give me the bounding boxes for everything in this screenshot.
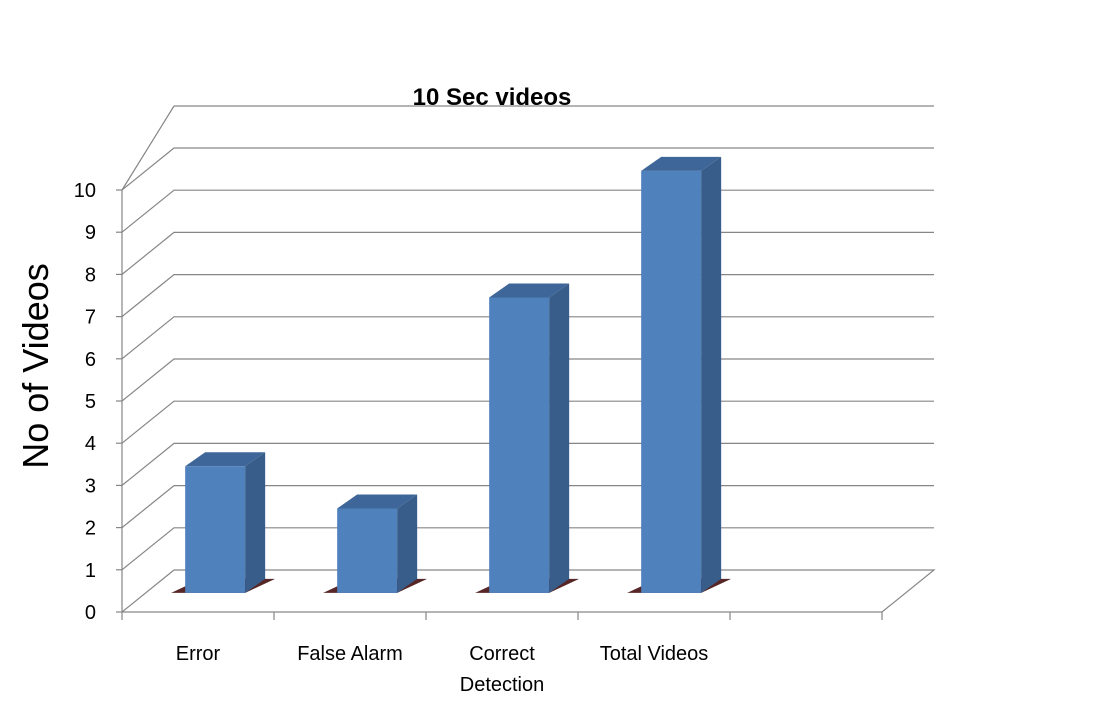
bar-top [337,494,418,509]
y-tick-label: 2 [85,518,96,540]
bar-top [641,156,722,171]
x-axis-categories: Error False Alarm Correct Detection Total Vi… [176,643,709,696]
bar-side [397,494,418,593]
x-category-label: Total Videos [600,643,709,665]
bar-side [549,283,570,593]
x-category-label: False Alarm [297,643,403,665]
chart-bars [171,156,732,593]
bar [185,466,246,593]
bar [337,508,398,593]
y-tick-label: 5 [85,391,96,413]
gridline [121,105,175,191]
bar [641,170,702,593]
y-tick-label: 0 [85,602,96,624]
x-category-label: Correct [469,643,535,665]
bar [489,297,550,593]
bar-side [701,156,722,593]
y-tick-label: 8 [85,264,96,286]
bar-top [489,283,570,298]
y-axis-ticks: 0 1 2 3 4 5 6 7 8 9 10 [74,180,122,624]
y-tick-label: 1 [85,560,96,582]
y-tick-label: 7 [85,307,96,329]
x-category-label: Detection [460,674,545,696]
x-category-label: Error [176,643,221,665]
gridline [121,231,934,275]
y-tick-label: 6 [85,349,96,371]
bar-side [245,452,266,593]
floor-edge [121,569,175,613]
bar-top [185,452,266,467]
chart-title: 10 Sec videos [413,84,572,111]
y-axis-label: No of Videos [15,263,56,468]
y-tick-label: 3 [85,475,96,497]
chart-grid [121,105,934,571]
gridline [121,147,934,191]
y-tick-label: 4 [85,433,96,455]
y-tick-label: 9 [85,222,96,244]
y-tick-label: 10 [74,180,96,202]
gridline [121,189,934,233]
